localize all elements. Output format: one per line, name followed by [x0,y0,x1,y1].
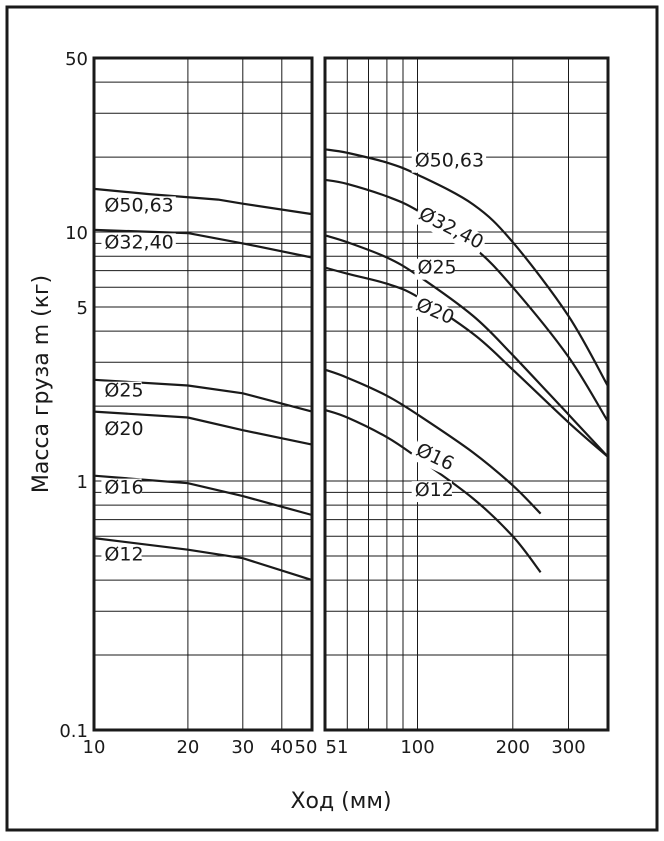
series-label: Ø25 [104,380,143,402]
label-backing [101,233,176,255]
label-backing [101,196,176,218]
series-label: Ø50,63 [415,150,484,172]
x-tick-label: 50 [295,737,318,758]
series-line-Ø25 [324,234,609,458]
series-line-Ø12 [93,537,313,582]
series-label: Ø25 [418,257,457,279]
series-label: Ø16 [104,477,143,499]
series-label-group: Ø25 [414,257,457,280]
series-label-group: Ø16 [409,439,457,476]
right-panel-series [324,148,609,573]
x-tick-label: 30 [231,737,254,758]
y-tick-label: 5 [77,298,88,319]
label-backing [411,151,487,173]
series-line-Ø50,63 [324,148,609,387]
outer-border [5,5,659,832]
series-label: Ø20 [104,418,143,440]
label-backing [411,481,452,503]
series-label-group: Ø12 [411,479,454,503]
series-label: Ø50,63 [104,194,173,216]
x-tick-label: 40 [270,737,293,758]
label-backing [101,420,142,441]
x-tick-label: 51 [326,737,349,758]
label-backing [409,439,455,476]
series-label-group: Ø16 [101,477,144,500]
x-tick-label: 20 [176,737,199,758]
series-label: Ø12 [415,479,454,501]
series-label-group: Ø50,63 [101,194,176,218]
y-tick-label: 50 [65,49,88,70]
y-tick-label: 0.1 [59,721,88,742]
series-line-Ø32,40 [93,228,313,259]
series-labels: Ø50,63Ø32,40Ø25Ø20Ø16Ø12Ø50,63Ø32,40Ø25Ø… [101,150,488,567]
label-backing [101,478,142,500]
series-label-group: Ø12 [101,543,144,567]
x-tick-label: 100 [400,737,434,758]
label-backing [414,258,455,280]
series-label-group: Ø32,40 [412,203,488,256]
x-tick-label: 200 [496,737,530,758]
y-tick-label: 10 [65,223,88,244]
left-plot-area [92,56,314,732]
series-label: Ø12 [104,543,143,565]
series-line-Ø16 [324,368,542,515]
x-axis-label: Ход (мм) [290,789,391,814]
x-tick-label: 10 [83,737,106,758]
y-tick-label: 1 [77,472,88,493]
series-line-Ø20 [93,410,313,446]
y-tick-labels: 50 10 5 1 0.1 [59,49,88,742]
series-label-group: Ø20 [101,418,144,441]
series-label-group: Ø25 [101,380,144,403]
label-backing [412,203,488,256]
right-plot-area [323,56,610,732]
label-backing [409,294,455,330]
label-backing [101,381,142,403]
series-line-Ø50,63 [93,187,313,216]
series-label: Ø32,40 [104,231,173,253]
x-tick-labels: 10 20 30 40 50 51 100 200 300 [83,737,586,758]
series-label-group: Ø32,40 [101,231,176,255]
series-label-group: Ø50,63 [411,150,487,173]
x-tick-label: 300 [551,737,585,758]
y-axis-label: Масса груза m (кг) [29,275,54,493]
label-backing [101,545,142,567]
